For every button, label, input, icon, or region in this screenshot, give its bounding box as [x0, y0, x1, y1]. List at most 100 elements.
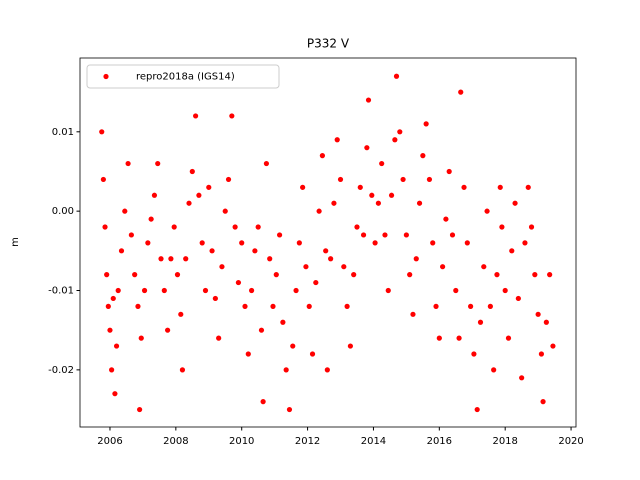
data-point [158, 256, 164, 262]
data-point [263, 160, 270, 167]
data-point [474, 406, 480, 413]
data-point [337, 176, 344, 183]
data-point [512, 200, 518, 206]
data-point [309, 351, 316, 357]
data-point [436, 335, 442, 341]
data-point [196, 192, 202, 198]
data-point [403, 232, 409, 238]
data-point [110, 295, 116, 302]
data-point [400, 176, 406, 183]
data-point [522, 240, 528, 246]
data-point [178, 311, 184, 317]
data-point [258, 327, 265, 333]
data-point [293, 287, 299, 294]
data-point [260, 399, 266, 405]
data-point [229, 113, 235, 119]
data-point [183, 256, 189, 262]
data-point [232, 224, 238, 230]
data-point [543, 319, 549, 325]
data-point [532, 272, 538, 278]
data-point [491, 367, 497, 373]
data-point [505, 335, 512, 341]
data-point [270, 303, 276, 309]
data-point [128, 232, 134, 238]
data-point [141, 287, 148, 294]
y-tick-label: 0.00 [52, 206, 74, 217]
data-point [105, 303, 111, 309]
data-point [341, 264, 347, 270]
data-point [248, 287, 255, 294]
data-point [212, 295, 218, 302]
data-point [420, 153, 426, 159]
data-point [360, 232, 367, 238]
data-point [407, 272, 413, 278]
data-point [351, 272, 357, 278]
data-point [222, 208, 228, 214]
data-point [300, 184, 306, 190]
data-point [125, 160, 131, 167]
data-point [547, 272, 553, 278]
data-point [461, 184, 467, 190]
data-point [137, 406, 143, 413]
data-point [255, 224, 261, 230]
data-point [151, 192, 158, 198]
data-point [468, 303, 474, 309]
data-point [179, 367, 186, 373]
data-point [283, 367, 289, 373]
data-point [375, 200, 381, 206]
x-tick-label: 2006 [97, 436, 122, 447]
data-point [189, 168, 195, 175]
data-point [219, 264, 225, 270]
data-point [528, 224, 535, 230]
data-point [369, 192, 375, 198]
legend-marker [103, 73, 109, 80]
chart-title: P332 V [307, 37, 350, 51]
data-point [393, 73, 400, 79]
data-point [286, 406, 293, 413]
data-point [471, 351, 477, 357]
data-point [443, 216, 449, 222]
data-point [113, 343, 120, 349]
data-point [535, 311, 541, 317]
data-point [273, 272, 279, 278]
data-point [107, 327, 113, 333]
data-point [328, 256, 334, 262]
y-tick-label: -0.01 [48, 286, 74, 297]
data-point [481, 264, 487, 270]
data-point [109, 367, 115, 373]
data-point [148, 216, 154, 222]
data-point [515, 295, 521, 302]
data-point [296, 240, 302, 246]
data-point [290, 343, 296, 349]
data-point [487, 303, 493, 309]
data-point [186, 200, 192, 206]
data-point [225, 176, 232, 183]
data-point [145, 240, 151, 246]
data-point [497, 184, 503, 190]
legend-box [86, 64, 280, 89]
data-point [502, 287, 508, 294]
x-tick-label: 2018 [492, 436, 517, 447]
x-tick-label: 2012 [295, 436, 320, 447]
data-point [410, 311, 416, 317]
data-point [464, 240, 470, 246]
data-point [102, 224, 108, 230]
data-point [252, 248, 258, 254]
data-point [519, 375, 525, 381]
data-point [379, 160, 385, 167]
data-point [449, 232, 456, 238]
x-tick-label: 2016 [427, 436, 452, 447]
data-point [354, 224, 360, 230]
data-point [313, 279, 319, 286]
data-point [155, 160, 161, 167]
data-point [433, 303, 439, 309]
data-point [174, 272, 181, 278]
x-tick-label: 2020 [558, 436, 583, 447]
data-point [477, 319, 484, 325]
data-point [453, 287, 459, 294]
data-point [242, 303, 248, 309]
data-point [423, 121, 429, 127]
data-point [115, 287, 121, 294]
y-axis-label: m [10, 237, 21, 247]
plot-frame [79, 57, 577, 428]
